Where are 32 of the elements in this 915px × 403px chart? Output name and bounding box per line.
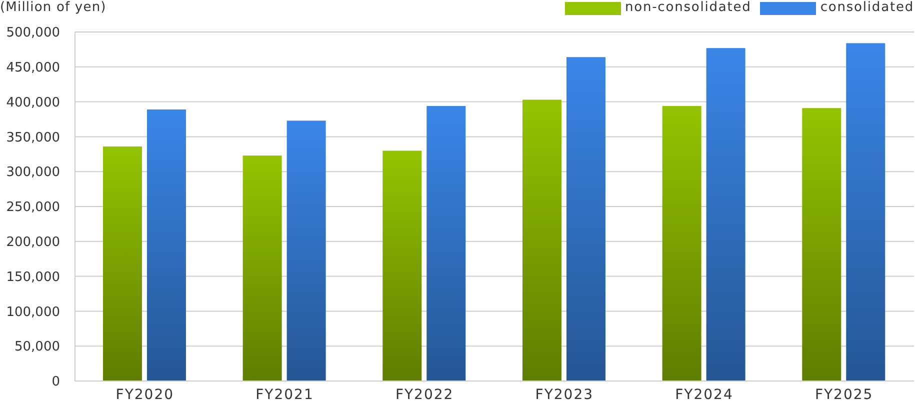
y-tick-label: 450,000 [6,60,60,76]
bar [426,106,466,381]
x-tick-label: FY2021 [256,386,314,403]
legend-label: consolidated [820,0,914,16]
bar [662,106,702,381]
y-tick-label: 150,000 [6,270,60,285]
bar [242,156,282,381]
y-tick-label: 50,000 [14,340,60,355]
x-tick-label: FY2020 [116,386,174,403]
y-tick-label: 500,000 [6,26,60,41]
x-tick-label: FY2022 [395,386,454,403]
legend-label: non-consolidated [624,0,752,16]
y-axis-title: (Million of yen) [0,0,106,16]
y-tick-label: 250,000 [6,200,60,216]
y-tick-label: 300,000 [6,165,60,180]
y-tick-label: 400,000 [6,95,60,110]
x-tick-label: FY2023 [535,386,594,403]
bar [802,108,842,381]
bar [706,48,746,381]
bar [102,146,142,381]
bar [146,109,186,381]
x-tick-label: FY2024 [675,386,734,403]
bar [286,120,326,381]
bar [522,100,562,381]
bar [382,150,422,381]
bar [566,57,606,381]
y-tick-label: 100,000 [6,304,60,320]
bar [846,43,886,381]
y-tick-label: 350,000 [6,130,60,146]
x-tick-label: FY2025 [814,386,874,403]
y-tick-label: 200,000 [6,235,60,250]
y-tick-label: 0 [52,374,60,390]
